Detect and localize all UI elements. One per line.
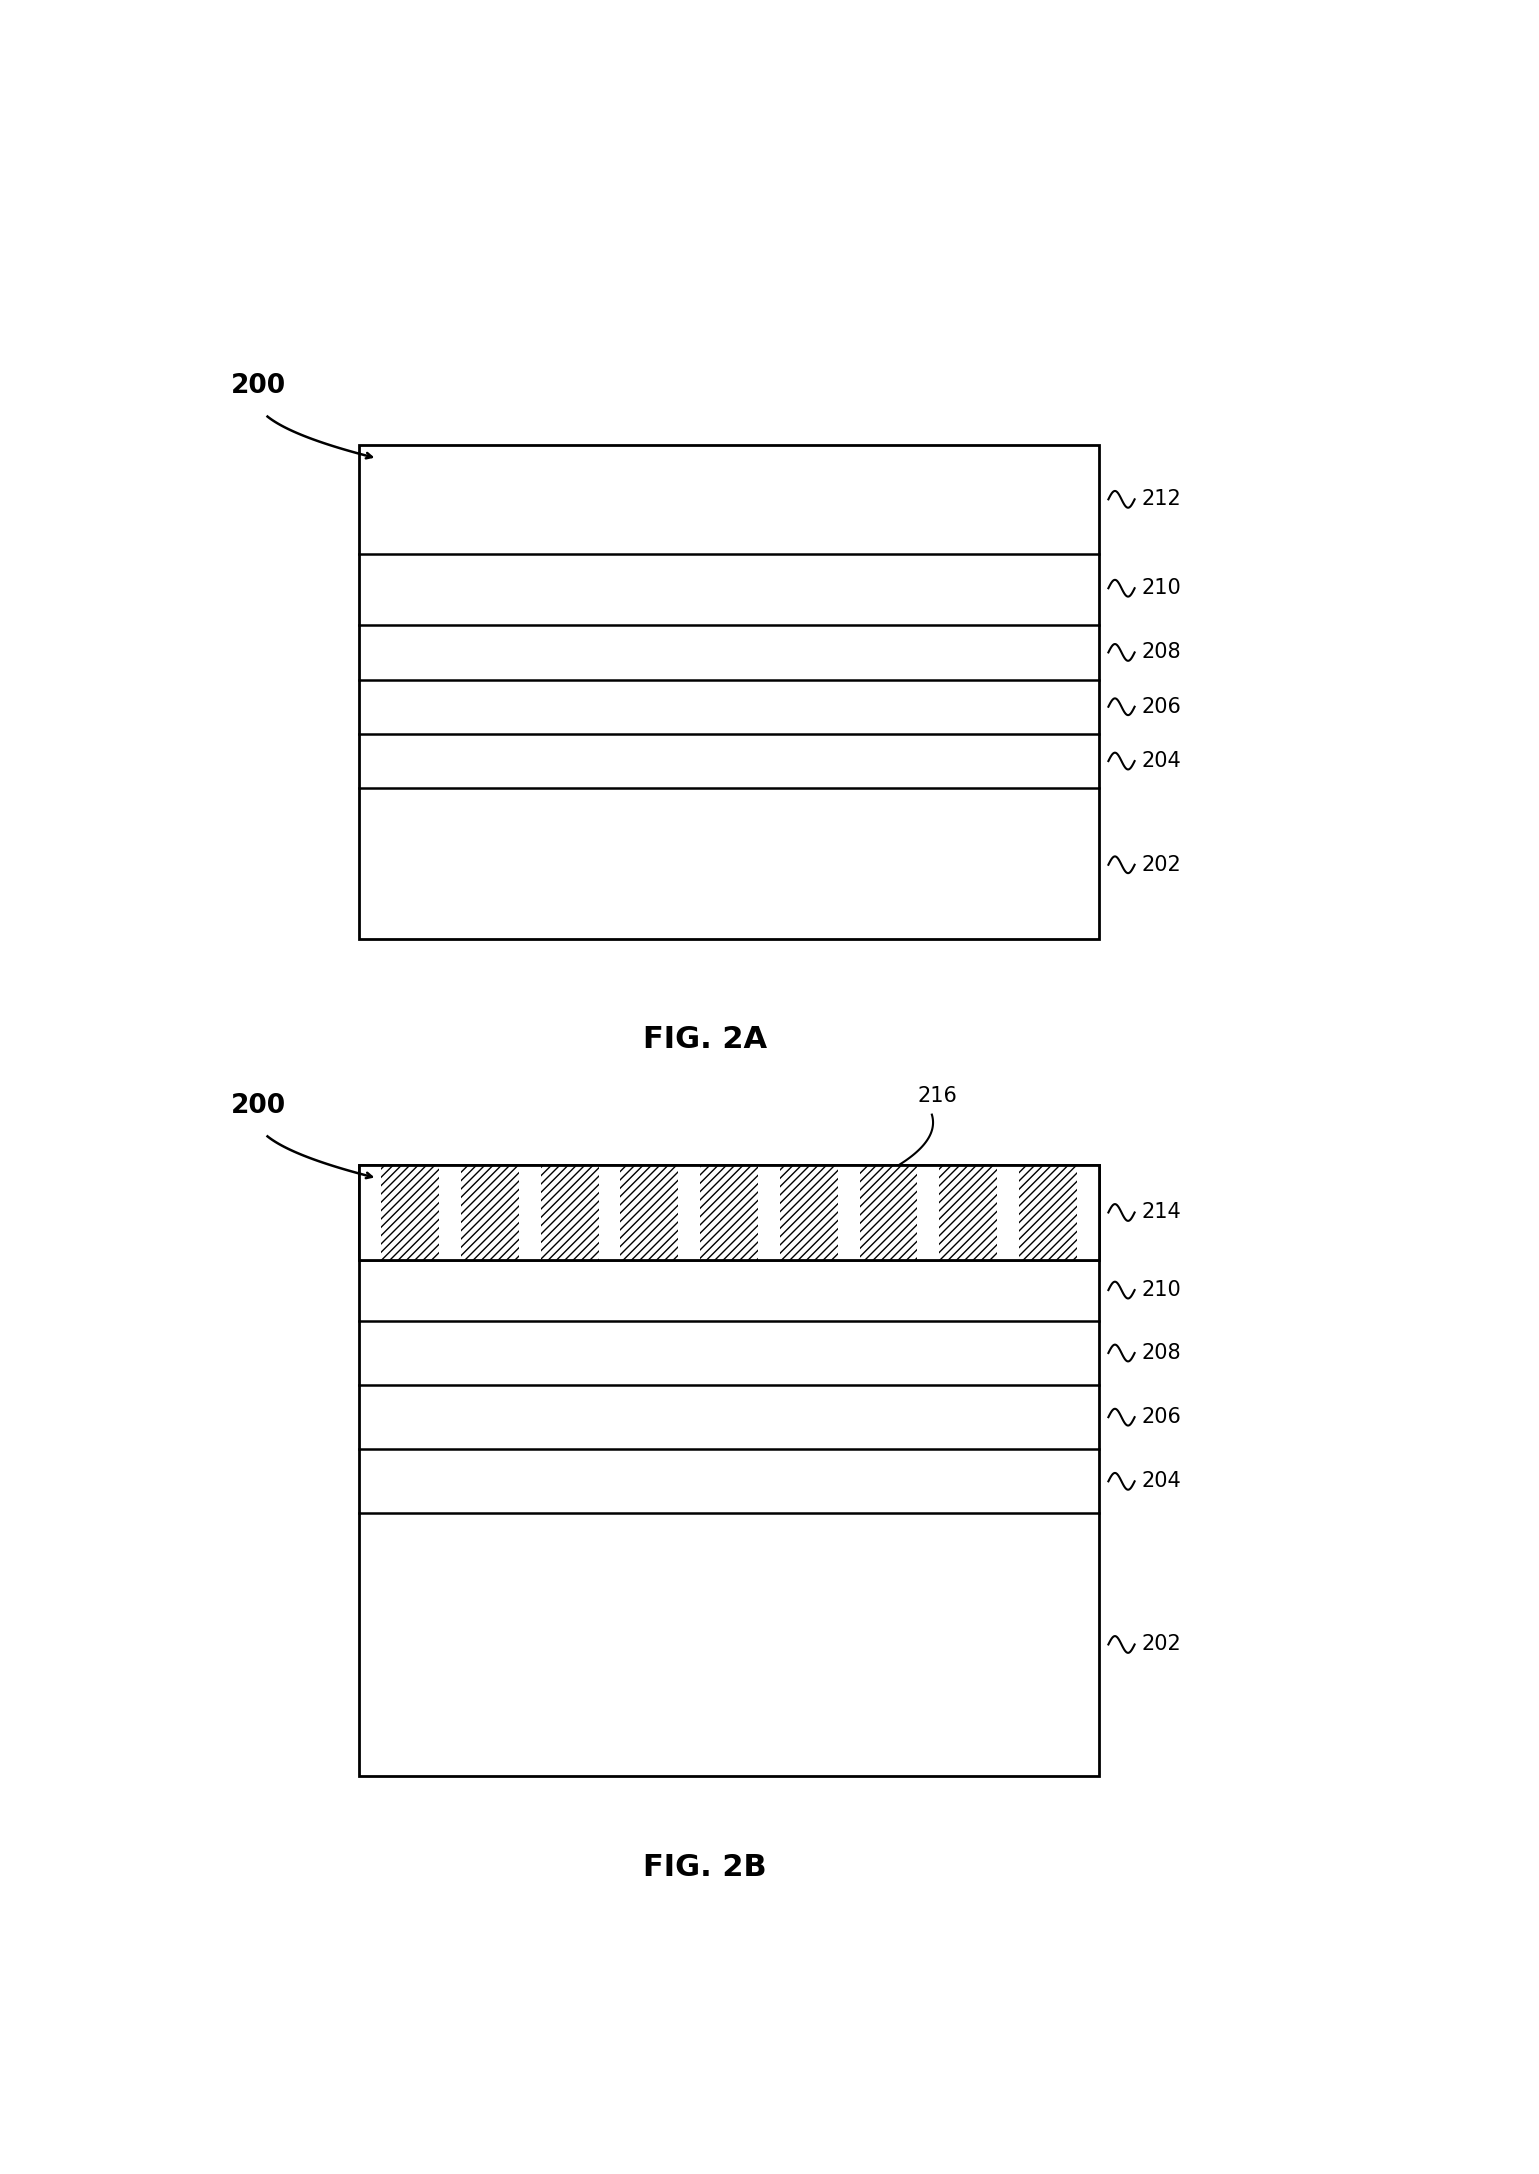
Bar bbox=[679, 1165, 700, 1259]
Bar bbox=[997, 1165, 1019, 1259]
Text: 212: 212 bbox=[1142, 489, 1182, 509]
Bar bbox=[700, 1165, 759, 1259]
Text: 206: 206 bbox=[1142, 1407, 1182, 1426]
Text: 204: 204 bbox=[1142, 750, 1182, 772]
Bar bbox=[360, 446, 1099, 939]
Text: 210: 210 bbox=[1142, 1280, 1182, 1300]
Text: 214: 214 bbox=[1142, 1202, 1182, 1222]
Text: 200: 200 bbox=[231, 374, 286, 400]
Text: 216: 216 bbox=[917, 1087, 957, 1107]
Bar bbox=[759, 1165, 780, 1259]
Bar bbox=[599, 1165, 620, 1259]
Bar bbox=[860, 1165, 917, 1259]
Text: 208: 208 bbox=[1142, 1344, 1182, 1363]
Bar bbox=[540, 1165, 599, 1259]
Bar bbox=[837, 1165, 860, 1259]
Text: 202: 202 bbox=[1142, 1635, 1182, 1654]
Bar bbox=[439, 1165, 462, 1259]
Bar bbox=[939, 1165, 997, 1259]
Bar bbox=[519, 1165, 540, 1259]
Bar bbox=[1019, 1165, 1077, 1259]
Bar bbox=[382, 1165, 439, 1259]
Text: 202: 202 bbox=[1142, 854, 1182, 874]
Bar bbox=[917, 1165, 939, 1259]
Text: FIG. 2A: FIG. 2A bbox=[643, 1024, 768, 1054]
Bar bbox=[360, 1165, 1099, 1259]
Bar bbox=[620, 1165, 679, 1259]
Text: 210: 210 bbox=[1142, 578, 1182, 598]
Bar bbox=[360, 1165, 382, 1259]
Bar bbox=[780, 1165, 837, 1259]
Text: 204: 204 bbox=[1142, 1472, 1182, 1491]
Bar bbox=[360, 1165, 1099, 1776]
Bar bbox=[462, 1165, 519, 1259]
Text: 200: 200 bbox=[231, 1094, 286, 1120]
Bar bbox=[1077, 1165, 1099, 1259]
Text: 206: 206 bbox=[1142, 696, 1182, 717]
Text: 208: 208 bbox=[1142, 644, 1182, 663]
Text: FIG. 2B: FIG. 2B bbox=[643, 1854, 766, 1883]
